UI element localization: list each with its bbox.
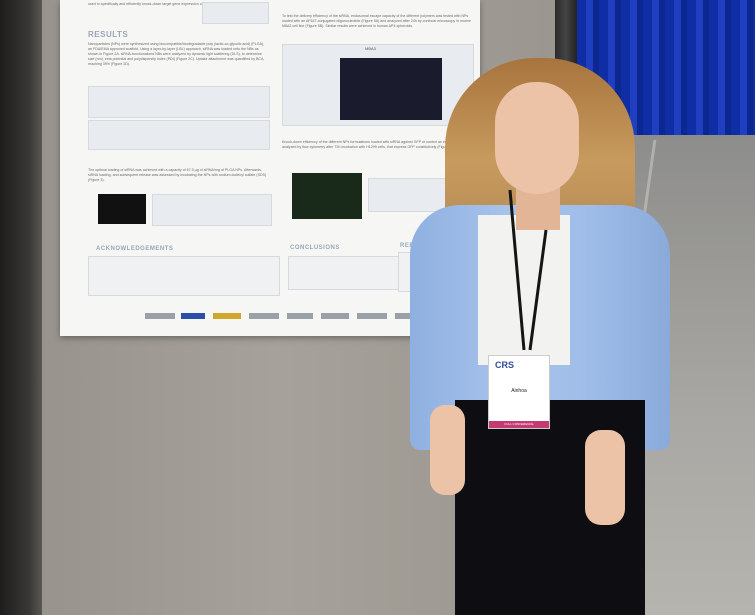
badge-conference-logo: CRS (495, 360, 515, 370)
knockdown-text: Knock-down efficiency of the different N… (282, 140, 466, 149)
logo-8 (395, 313, 413, 319)
right-hand (585, 430, 625, 525)
lanyard (508, 190, 548, 351)
board-frame (0, 0, 42, 615)
logo-6 (321, 313, 349, 319)
badge-strip-text: FULL CONFERENCE (504, 422, 534, 426)
acknowledgements-block (88, 256, 280, 296)
poster-figure-3 (152, 194, 272, 226)
poster-figure-1 (202, 2, 269, 24)
figure-5-label: MBA3 (365, 46, 376, 51)
poster-figure-2a (88, 86, 270, 118)
logo-3 (213, 313, 241, 319)
logo-5 (287, 313, 313, 319)
results-intro-text: Nanoparticles (NPs) were synthesized usi… (88, 42, 265, 66)
conclusions-heading: CONCLUSIONS (290, 245, 340, 251)
logo-7 (357, 313, 387, 319)
badge-strip: FULL CONFERENCE (489, 421, 549, 428)
results-loading-text: The optimal loading of siRNA was achieve… (88, 168, 267, 182)
badge-name: Ainhoa (511, 388, 527, 394)
poster-intro-text: used to specifically and efficiently kno… (88, 2, 261, 6)
person-face (495, 82, 579, 194)
logo-2 (181, 313, 205, 319)
left-hand (430, 405, 465, 495)
acknowledgements-heading: ACKNOWLEDGEMENTS (96, 246, 174, 252)
flow-images (292, 173, 362, 219)
confocal-images (340, 58, 442, 120)
poster-figure-2b (88, 120, 270, 150)
delivery-text: To test the delivery efficiency of the s… (282, 14, 471, 28)
logo-1 (145, 313, 175, 319)
poster-gel-image (98, 194, 146, 224)
results-heading: RESULTS (88, 30, 129, 39)
conclusions-block (288, 256, 400, 290)
conference-badge: CRS Ainhoa FULL CONFERENCE (488, 355, 550, 429)
logo-4 (249, 313, 279, 319)
